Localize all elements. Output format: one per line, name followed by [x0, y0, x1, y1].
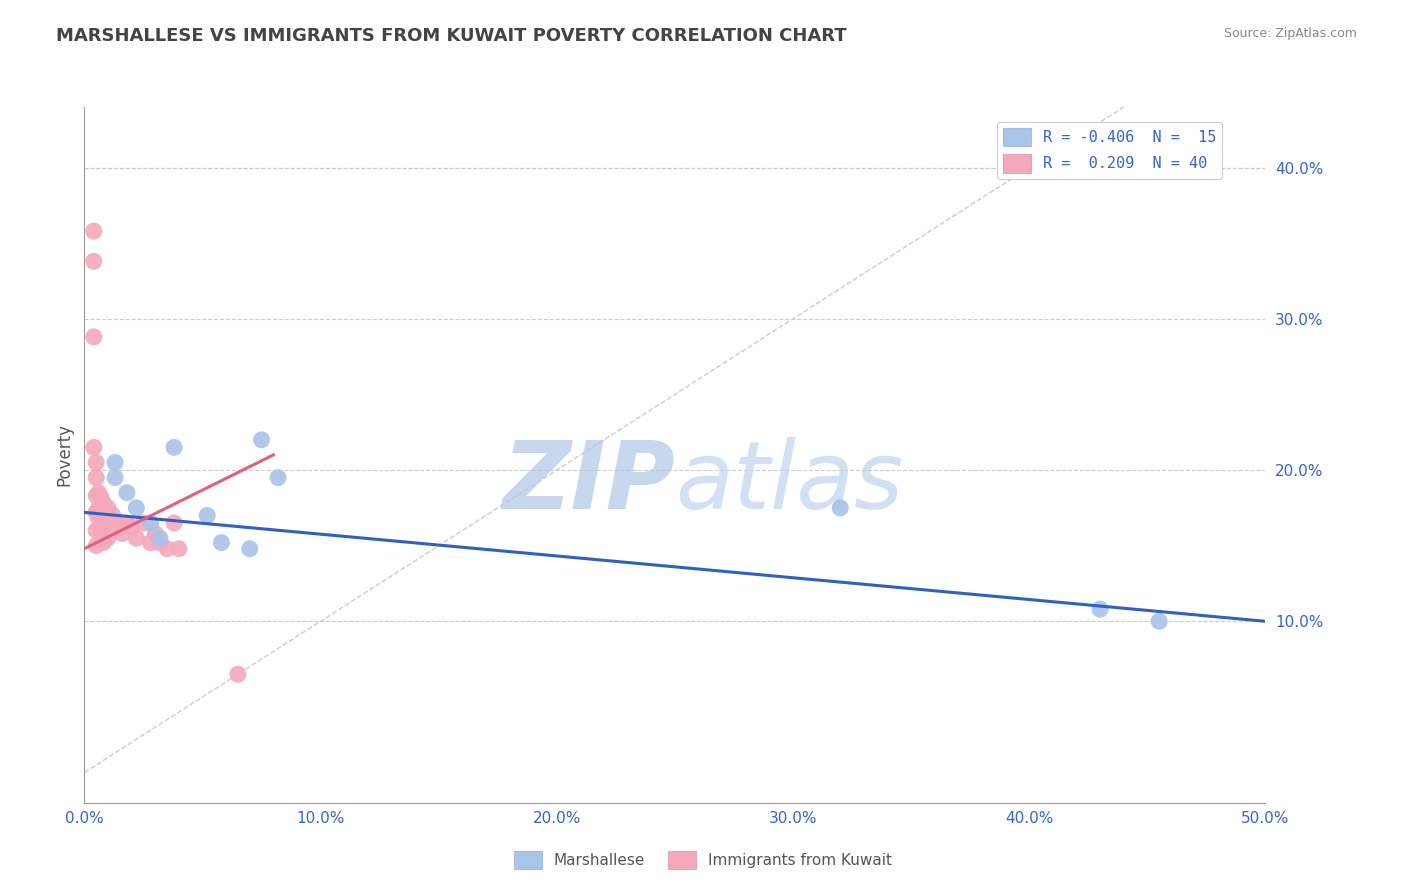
Point — [84, 524, 107, 538]
Point — [94, 516, 117, 530]
Text: atlas: atlas — [675, 437, 903, 528]
Point — [267, 470, 290, 484]
Point — [104, 516, 127, 530]
Legend: R = -0.406  N =  15, R =  0.209  N = 40: R = -0.406 N = 15, R = 0.209 N = 40 — [997, 121, 1222, 178]
Point — [91, 496, 114, 510]
Point — [90, 524, 112, 538]
Point — [139, 535, 162, 549]
Point — [125, 531, 148, 545]
Point — [830, 500, 852, 515]
Point — [1147, 615, 1170, 629]
Point — [84, 489, 107, 503]
Point — [90, 505, 112, 519]
Point — [97, 516, 120, 530]
Point — [84, 505, 107, 519]
Point — [108, 520, 131, 534]
Point — [97, 500, 120, 515]
Point — [209, 535, 232, 549]
Point — [239, 541, 262, 556]
Point — [98, 511, 121, 525]
Point — [91, 520, 114, 534]
Point — [1088, 602, 1111, 616]
Point — [226, 667, 249, 681]
Point — [111, 526, 134, 541]
Point — [87, 500, 110, 515]
Point — [125, 500, 148, 515]
Y-axis label: Poverty: Poverty — [55, 424, 73, 486]
Point — [163, 516, 186, 530]
Point — [83, 254, 105, 268]
Point — [104, 470, 127, 484]
Point — [167, 541, 190, 556]
Point — [115, 516, 138, 530]
Point — [84, 539, 107, 553]
Point — [87, 485, 110, 500]
Point — [121, 520, 143, 534]
Point — [195, 508, 218, 523]
Point — [132, 516, 155, 530]
Point — [156, 541, 179, 556]
Point — [83, 441, 105, 455]
Point — [149, 531, 172, 545]
Point — [143, 526, 166, 541]
Point — [250, 433, 273, 447]
Point — [101, 508, 124, 523]
Point — [83, 330, 105, 344]
Point — [87, 511, 110, 525]
Point — [149, 535, 172, 549]
Point — [97, 531, 120, 545]
Point — [90, 490, 112, 504]
Point — [91, 505, 114, 519]
Point — [84, 470, 107, 484]
Legend: Marshallese, Immigrants from Kuwait: Marshallese, Immigrants from Kuwait — [508, 845, 898, 875]
Point — [91, 535, 114, 549]
Point — [84, 455, 107, 469]
Point — [104, 455, 127, 469]
Text: Source: ZipAtlas.com: Source: ZipAtlas.com — [1223, 27, 1357, 40]
Point — [83, 224, 105, 238]
Text: MARSHALLESE VS IMMIGRANTS FROM KUWAIT POVERTY CORRELATION CHART: MARSHALLESE VS IMMIGRANTS FROM KUWAIT PO… — [56, 27, 846, 45]
Text: ZIP: ZIP — [502, 437, 675, 529]
Point — [115, 485, 138, 500]
Point — [139, 516, 162, 530]
Point — [163, 441, 186, 455]
